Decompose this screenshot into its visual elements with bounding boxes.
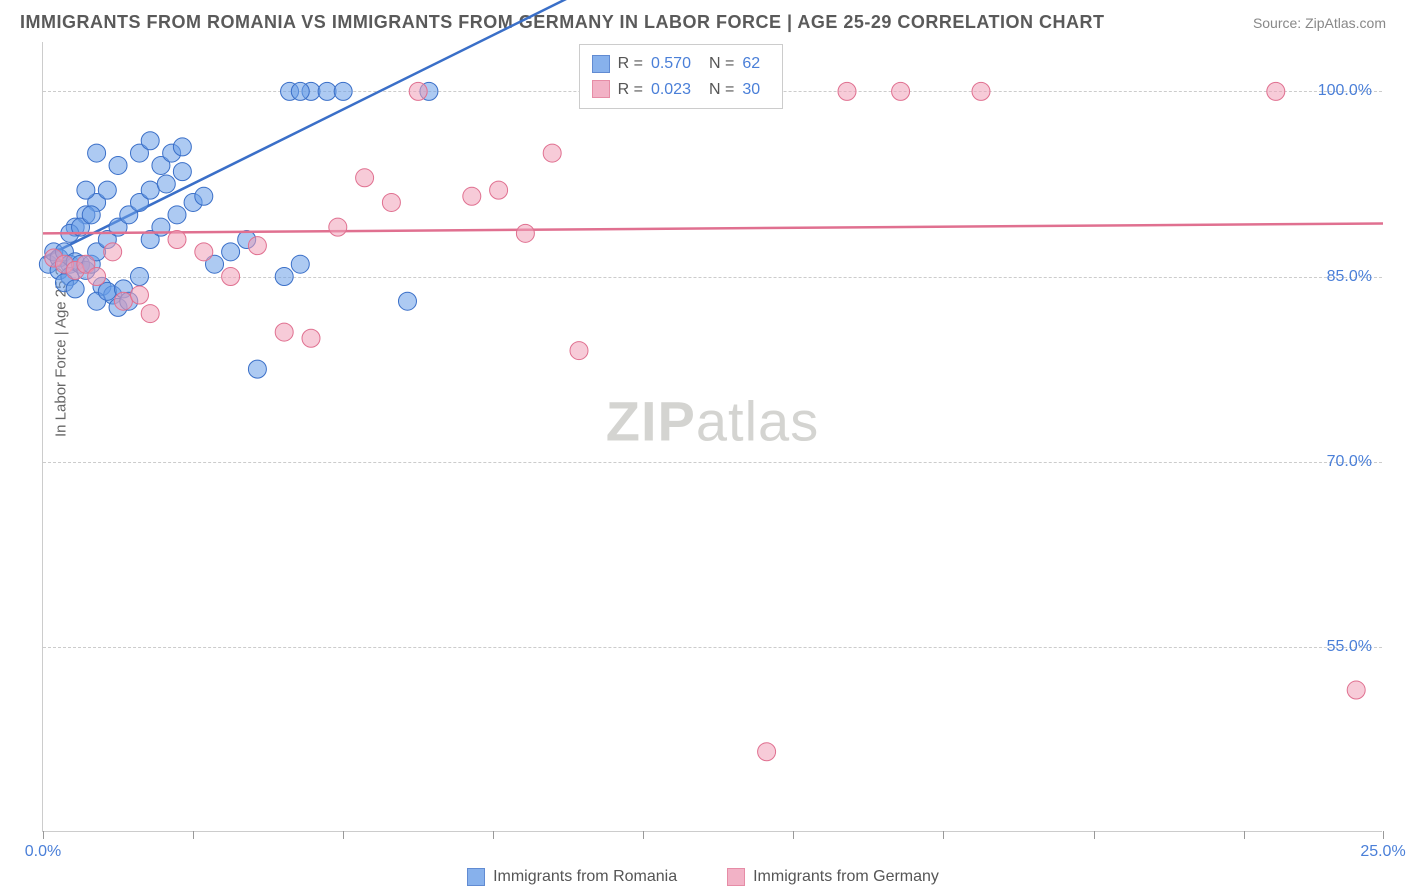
data-point bbox=[248, 237, 266, 255]
data-point bbox=[82, 206, 100, 224]
data-point bbox=[157, 175, 175, 193]
data-point bbox=[758, 743, 776, 761]
stat-r-value: 0.023 bbox=[651, 77, 691, 103]
x-tick bbox=[493, 831, 494, 839]
data-point bbox=[109, 156, 127, 174]
series-swatch-icon bbox=[592, 55, 610, 73]
data-point bbox=[173, 163, 191, 181]
stat-r-label: R = bbox=[618, 77, 643, 103]
x-tick bbox=[193, 831, 194, 839]
data-point bbox=[892, 82, 910, 100]
data-point bbox=[972, 82, 990, 100]
data-point bbox=[329, 218, 347, 236]
x-tick bbox=[343, 831, 344, 839]
stats-row: R = 0.570 N = 62 bbox=[592, 51, 771, 77]
data-point bbox=[130, 268, 148, 286]
data-point bbox=[463, 187, 481, 205]
x-tick bbox=[1383, 831, 1384, 839]
data-point bbox=[130, 286, 148, 304]
data-point bbox=[490, 181, 508, 199]
chart-title: IMMIGRANTS FROM ROMANIA VS IMMIGRANTS FR… bbox=[20, 12, 1105, 33]
x-tick bbox=[643, 831, 644, 839]
data-point bbox=[1347, 681, 1365, 699]
x-tick bbox=[1244, 831, 1245, 839]
data-point bbox=[195, 243, 213, 261]
source-attribution: Source: ZipAtlas.com bbox=[1253, 15, 1386, 31]
data-point bbox=[66, 280, 84, 298]
scatter-plot-svg bbox=[43, 42, 1382, 831]
data-point bbox=[195, 187, 213, 205]
legend-swatch-icon bbox=[727, 868, 745, 886]
data-point bbox=[409, 82, 427, 100]
x-tick bbox=[43, 831, 44, 839]
data-point bbox=[222, 268, 240, 286]
stat-n-label: N = bbox=[709, 77, 734, 103]
data-point bbox=[838, 82, 856, 100]
stat-r-value: 0.570 bbox=[651, 51, 691, 77]
data-point bbox=[141, 132, 159, 150]
stat-n-value: 30 bbox=[742, 77, 760, 103]
stat-n-label: N = bbox=[709, 51, 734, 77]
legend-item: Immigrants from Germany bbox=[727, 868, 939, 886]
chart-plot-area: In Labor Force | Age 25-29 55.0%70.0%85.… bbox=[42, 42, 1382, 832]
legend-item: Immigrants from Romania bbox=[467, 868, 677, 886]
data-point bbox=[382, 193, 400, 211]
data-point bbox=[398, 292, 416, 310]
data-point bbox=[1267, 82, 1285, 100]
data-point bbox=[570, 342, 588, 360]
correlation-stats-box: R = 0.570 N = 62 R = 0.023 N = 30 bbox=[579, 44, 784, 109]
x-tick bbox=[943, 831, 944, 839]
data-point bbox=[291, 82, 309, 100]
x-tick-label: 0.0% bbox=[25, 843, 61, 861]
data-point bbox=[248, 360, 266, 378]
x-tick-label: 25.0% bbox=[1360, 843, 1405, 861]
data-point bbox=[291, 255, 309, 273]
data-point bbox=[104, 243, 122, 261]
data-point bbox=[168, 206, 186, 224]
legend-label: Immigrants from Germany bbox=[753, 868, 939, 886]
data-point bbox=[356, 169, 374, 187]
data-point bbox=[543, 144, 561, 162]
data-point bbox=[275, 268, 293, 286]
series-swatch-icon bbox=[592, 80, 610, 98]
data-point bbox=[318, 82, 336, 100]
data-point bbox=[168, 231, 186, 249]
data-point bbox=[141, 305, 159, 323]
data-point bbox=[275, 323, 293, 341]
data-point bbox=[88, 144, 106, 162]
x-tick bbox=[793, 831, 794, 839]
legend-label: Immigrants from Romania bbox=[493, 868, 677, 886]
regression-line bbox=[43, 223, 1383, 233]
x-tick bbox=[1094, 831, 1095, 839]
stat-n-value: 62 bbox=[742, 51, 760, 77]
data-point bbox=[114, 292, 132, 310]
data-point bbox=[141, 181, 159, 199]
data-point bbox=[77, 181, 95, 199]
data-point bbox=[98, 181, 116, 199]
legend-bottom: Immigrants from Romania Immigrants from G… bbox=[0, 868, 1406, 886]
data-point bbox=[98, 282, 116, 300]
data-point bbox=[88, 268, 106, 286]
stat-r-label: R = bbox=[618, 51, 643, 77]
data-point bbox=[222, 243, 240, 261]
data-point bbox=[302, 329, 320, 347]
data-point bbox=[516, 224, 534, 242]
data-point bbox=[173, 138, 191, 156]
stats-row: R = 0.023 N = 30 bbox=[592, 77, 771, 103]
legend-swatch-icon bbox=[467, 868, 485, 886]
data-point bbox=[334, 82, 352, 100]
